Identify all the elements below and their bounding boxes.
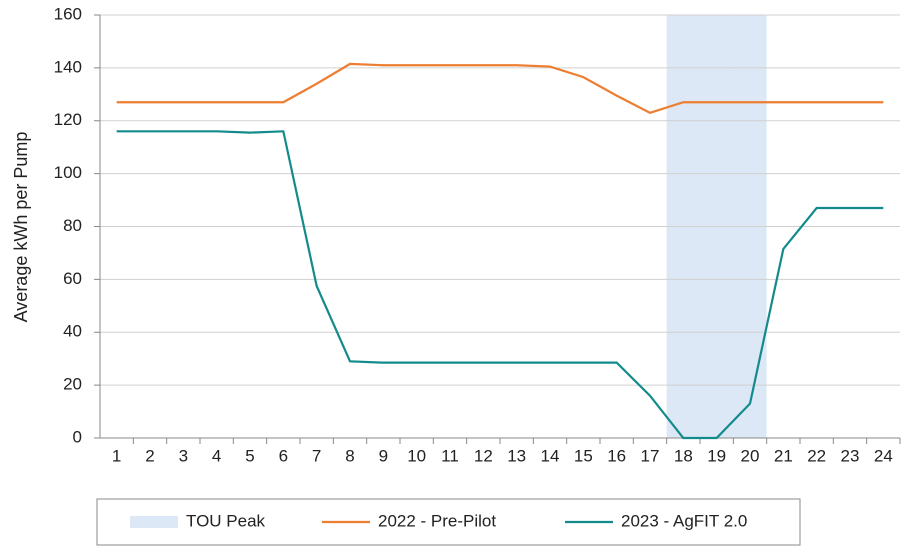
- x-tick-label: 18: [674, 446, 693, 465]
- x-tick-label: 1: [112, 446, 121, 465]
- y-tick-label: 100: [54, 163, 82, 182]
- y-tick-label: 120: [54, 110, 82, 129]
- legend-box: [96, 498, 801, 546]
- x-tick-label: 19: [707, 446, 726, 465]
- x-tick-label: 16: [607, 446, 626, 465]
- legend-swatch: [130, 516, 178, 528]
- x-tick-label: 21: [774, 446, 793, 465]
- x-tick-label: 9: [379, 446, 388, 465]
- x-tick-label: 6: [279, 446, 288, 465]
- y-tick-label: 160: [54, 4, 82, 23]
- x-tick-label: 23: [841, 446, 860, 465]
- x-tick-label: 22: [807, 446, 826, 465]
- x-tick-label: 2: [145, 446, 154, 465]
- x-tick-label: 12: [474, 446, 493, 465]
- x-tick-label: 3: [179, 446, 188, 465]
- x-tick-label: 10: [407, 446, 426, 465]
- x-tick-label: 7: [312, 446, 321, 465]
- legend-label: 2023 - AgFIT 2.0: [621, 511, 747, 530]
- y-tick-label: 20: [63, 375, 82, 394]
- x-tick-label: 14: [541, 446, 560, 465]
- legend-label: 2022 - Pre-Pilot: [378, 511, 496, 530]
- y-tick-label: 60: [63, 269, 82, 288]
- x-tick-label: 20: [741, 446, 760, 465]
- x-tick-label: 17: [641, 446, 660, 465]
- x-tick-label: 5: [245, 446, 254, 465]
- legend-label: TOU Peak: [186, 511, 266, 530]
- series-line: [116, 62, 884, 115]
- x-tick-label: 4: [212, 446, 221, 465]
- x-tick-label: 13: [507, 446, 526, 465]
- x-tick-label: 24: [874, 446, 893, 465]
- y-tick-label: 140: [54, 57, 82, 76]
- x-tick-label: 11: [441, 446, 459, 465]
- y-tick-label: 40: [63, 322, 82, 341]
- x-tick-label: 15: [574, 446, 593, 465]
- x-tick-label: 8: [345, 446, 354, 465]
- y-tick-label: 0: [73, 427, 82, 446]
- series-line: [116, 130, 884, 440]
- y-tick-label: 80: [63, 216, 82, 235]
- y-axis-title: Average kWh per Pump: [11, 132, 31, 323]
